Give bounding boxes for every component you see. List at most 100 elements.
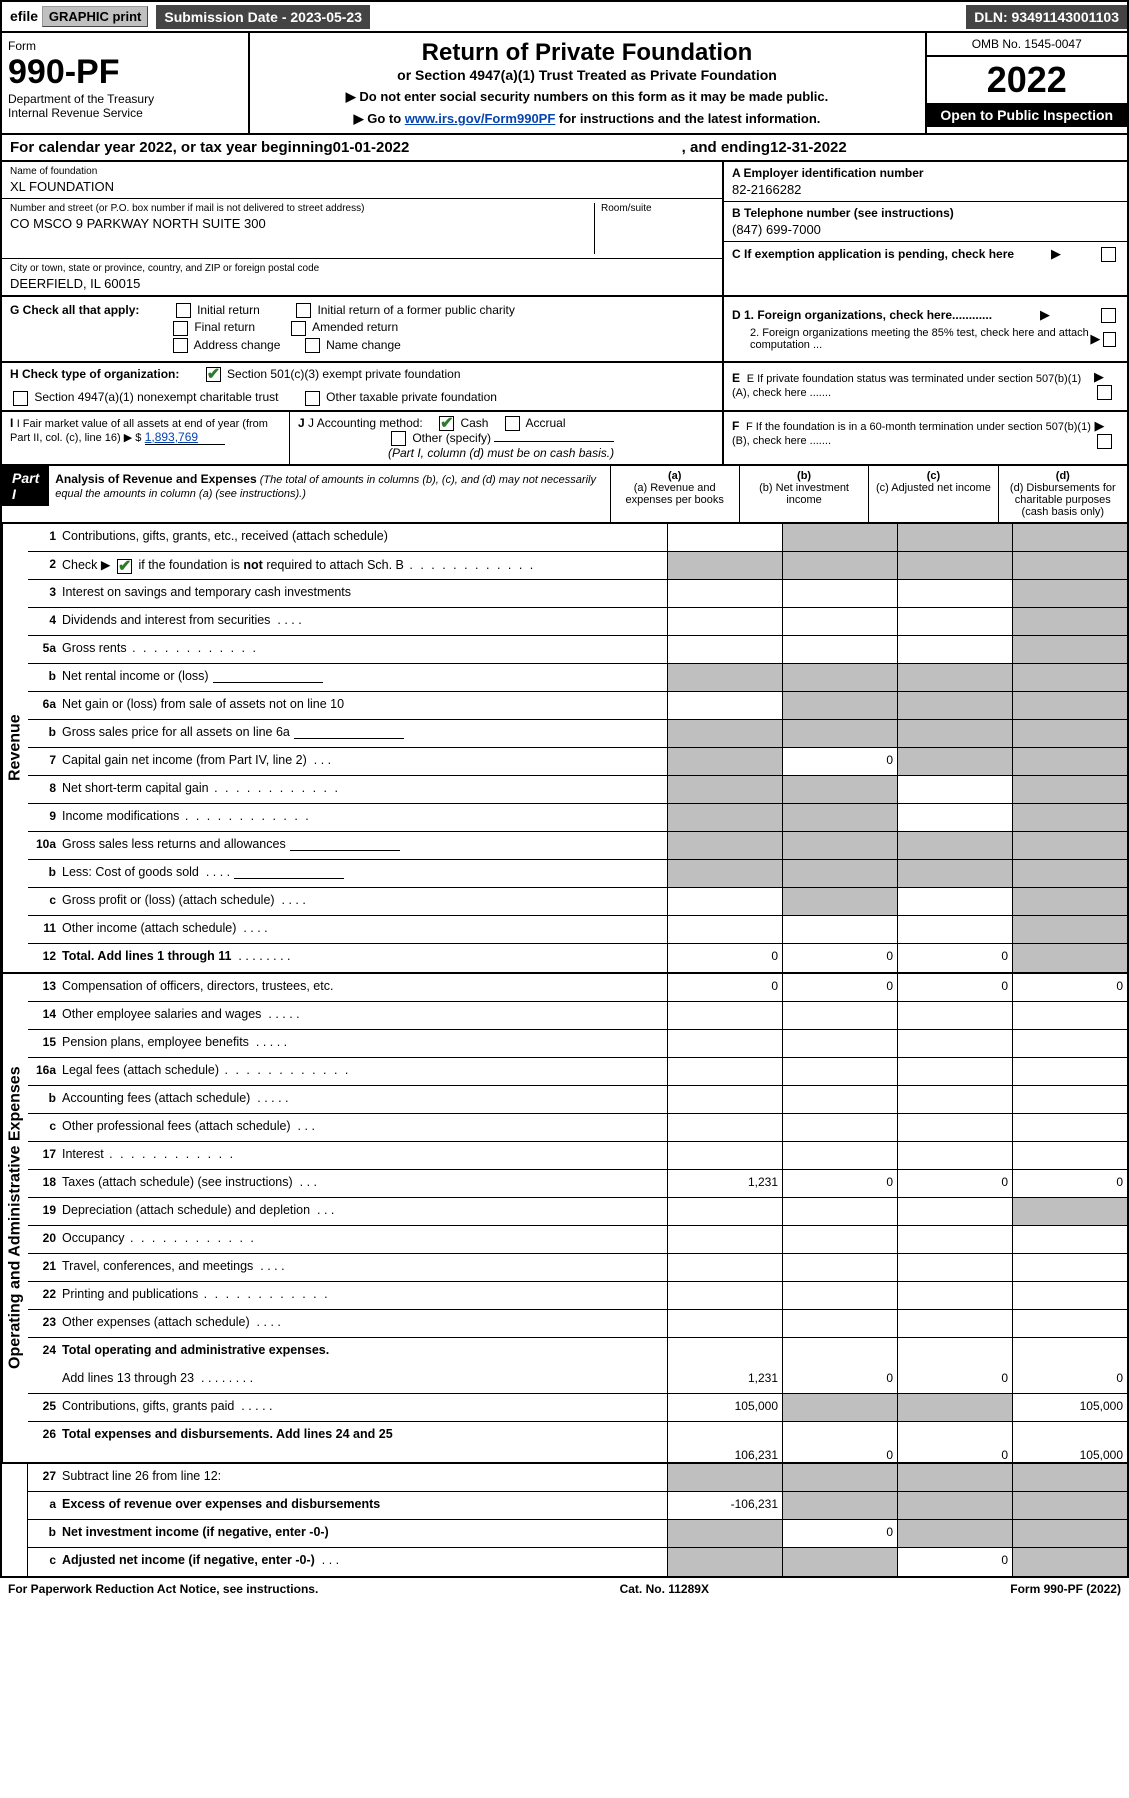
instr-ssn: ▶ Do not enter social security numbers o… (256, 89, 919, 105)
phone-cell: B Telephone number (see instructions) (8… (724, 202, 1127, 242)
row-15: 15Pension plans, employee benefits . . .… (28, 1030, 1127, 1058)
line27-grid: 27Subtract line 26 from line 12: aExcess… (0, 1464, 1129, 1578)
top-toolbar: efile GRAPHIC print Submission Date - 20… (0, 0, 1129, 33)
initial-public-label: Initial return of a former public charit… (317, 303, 514, 317)
row-16b: bAccounting fees (attach schedule) . . .… (28, 1086, 1127, 1114)
revenue-sidelabel: Revenue (2, 524, 28, 972)
tax-year: 2022 (927, 57, 1128, 103)
dln-pill: DLN: 93491143001103 (966, 5, 1127, 29)
line27-spacer (2, 1464, 28, 1576)
row-24: 24Total operating and administrative exp… (28, 1338, 1127, 1366)
row-8: 8Net short-term capital gain (28, 776, 1127, 804)
room-label: Room/suite (601, 203, 714, 214)
501c3-checkbox[interactable] (206, 367, 221, 382)
row-10a: 10aGross sales less returns and allowanc… (28, 832, 1127, 860)
j-label: J Accounting method: (308, 416, 423, 430)
dln-value: 93491143001103 (1012, 9, 1119, 25)
city-value: DEERFIELD, IL 60015 (10, 276, 714, 291)
other-method-checkbox[interactable] (391, 431, 406, 446)
other-taxable-checkbox[interactable] (305, 391, 320, 406)
foundation-name-cell: Name of foundation XL FOUNDATION (2, 162, 722, 199)
form-header: Form 990-PF Department of the Treasury I… (0, 33, 1129, 135)
initial-public-checkbox[interactable] (296, 303, 311, 318)
part1-header-row: Part I Analysis of Revenue and Expenses … (0, 466, 1129, 524)
row-10b: bLess: Cost of goods sold . . . . (28, 860, 1127, 888)
calendar-year-row: For calendar year 2022, or tax year begi… (0, 135, 1129, 162)
row-18: 18Taxes (attach schedule) (see instructi… (28, 1170, 1127, 1198)
arrow-icon: ▶ (1090, 331, 1100, 347)
row-22: 22Printing and publications (28, 1282, 1127, 1310)
rental-input[interactable] (213, 669, 323, 683)
f-label: F If the foundation is in a 60-month ter… (732, 421, 1091, 447)
row-14: 14Other employee salaries and wages . . … (28, 1002, 1127, 1030)
name-change-checkbox[interactable] (305, 338, 320, 353)
amended-return-checkbox[interactable] (291, 321, 306, 336)
schb-checkbox[interactable] (117, 559, 132, 574)
f-checkbox[interactable] (1097, 434, 1112, 449)
exemption-checkbox[interactable] (1101, 247, 1116, 262)
cal-prefix: For calendar year 2022, or tax year begi… (10, 139, 333, 156)
row-27c: cAdjusted net income (if negative, enter… (28, 1548, 1127, 1576)
gross-sales-input[interactable] (294, 725, 404, 739)
row-19: 19Depreciation (attach schedule) and dep… (28, 1198, 1127, 1226)
d2-label: 2. Foreign organizations meeting the 85%… (732, 327, 1090, 351)
e-checkbox[interactable] (1097, 385, 1112, 400)
instr-goto-prefix: ▶ Go to (354, 111, 405, 126)
col-b-label: (b) Net investment income (744, 482, 864, 506)
footer-right: Form 990-PF (2022) (1010, 1582, 1121, 1596)
address-value: CO MSCO 9 PARKWAY NORTH SUITE 300 (10, 216, 594, 231)
col-d-header: (d) (d) Disbursements for charitable pur… (998, 466, 1127, 522)
arrow-icon: ▶ (1040, 307, 1050, 323)
initial-return-label: Initial return (197, 303, 260, 317)
graphic-print-button[interactable]: GRAPHIC print (42, 6, 148, 27)
form-subtitle: or Section 4947(a)(1) Trust Treated as P… (256, 67, 919, 83)
col-c-header: (c) (c) Adjusted net income (868, 466, 997, 522)
g-label: G Check all that apply: (10, 303, 139, 317)
row-3: 3Interest on savings and temporary cash … (28, 580, 1127, 608)
accrual-checkbox[interactable] (505, 416, 520, 431)
address-label: Number and street (or P.O. box number if… (10, 203, 594, 214)
row-4: 4Dividends and interest from securities … (28, 608, 1127, 636)
dln-label: DLN: (974, 9, 1011, 25)
row-9: 9Income modifications (28, 804, 1127, 832)
e-section: E E If private foundation status was ter… (722, 363, 1127, 410)
revenue-body: 1Contributions, gifts, grants, etc., rec… (28, 524, 1127, 972)
col-d-label: (d) Disbursements for charitable purpose… (1003, 482, 1123, 518)
address-change-checkbox[interactable] (173, 338, 188, 353)
line27-body: 27Subtract line 26 from line 12: aExcess… (28, 1464, 1127, 1576)
initial-return-checkbox[interactable] (176, 303, 191, 318)
row-10c: cGross profit or (loss) (attach schedule… (28, 888, 1127, 916)
d1-checkbox[interactable] (1101, 308, 1116, 323)
row-11: 11Other income (attach schedule) . . . . (28, 916, 1127, 944)
row-17: 17Interest (28, 1142, 1127, 1170)
i-label: I Fair market value of all assets at end… (10, 418, 268, 444)
exemption-label: C If exemption application is pending, c… (732, 247, 1014, 261)
4947-checkbox[interactable] (13, 391, 28, 406)
phone-value: (847) 699-7000 (732, 222, 1119, 237)
cash-checkbox[interactable] (439, 416, 454, 431)
d-section: D 1. Foreign organizations, check here..… (722, 297, 1127, 361)
ein-value: 82-2166282 (732, 182, 1119, 197)
g-d-row: G Check all that apply: Initial return I… (0, 297, 1129, 363)
d2-checkbox[interactable] (1103, 332, 1116, 347)
row-2: 2Check ▶ if the foundation is not requir… (28, 552, 1127, 580)
row-7: 7Capital gain net income (from Part IV, … (28, 748, 1127, 776)
amended-return-label: Amended return (312, 320, 398, 334)
cogs-input[interactable] (234, 865, 344, 879)
efile-prefix: efile (10, 8, 38, 24)
row-5a: 5aGross rents (28, 636, 1127, 664)
fmv-value[interactable]: 1,893,769 (145, 430, 225, 445)
irs-link[interactable]: www.irs.gov/Form990PF (405, 111, 556, 126)
g-section: G Check all that apply: Initial return I… (2, 297, 722, 361)
e-label: E If private foundation status was termi… (732, 373, 1081, 399)
final-return-checkbox[interactable] (173, 321, 188, 336)
row-5b: bNet rental income or (loss) (28, 664, 1127, 692)
col-a-label: (a) Revenue and expenses per books (615, 482, 735, 506)
expenses-grid: Operating and Administrative Expenses 13… (0, 974, 1129, 1464)
form-label: Form (8, 39, 242, 53)
cal-begin: 01-01-2022 (333, 139, 410, 156)
gsla-input[interactable] (290, 837, 400, 851)
expenses-sidelabel: Operating and Administrative Expenses (2, 974, 28, 1462)
instr-goto-suffix: for instructions and the latest informat… (555, 111, 820, 126)
submission-label: Submission Date - (164, 9, 290, 25)
